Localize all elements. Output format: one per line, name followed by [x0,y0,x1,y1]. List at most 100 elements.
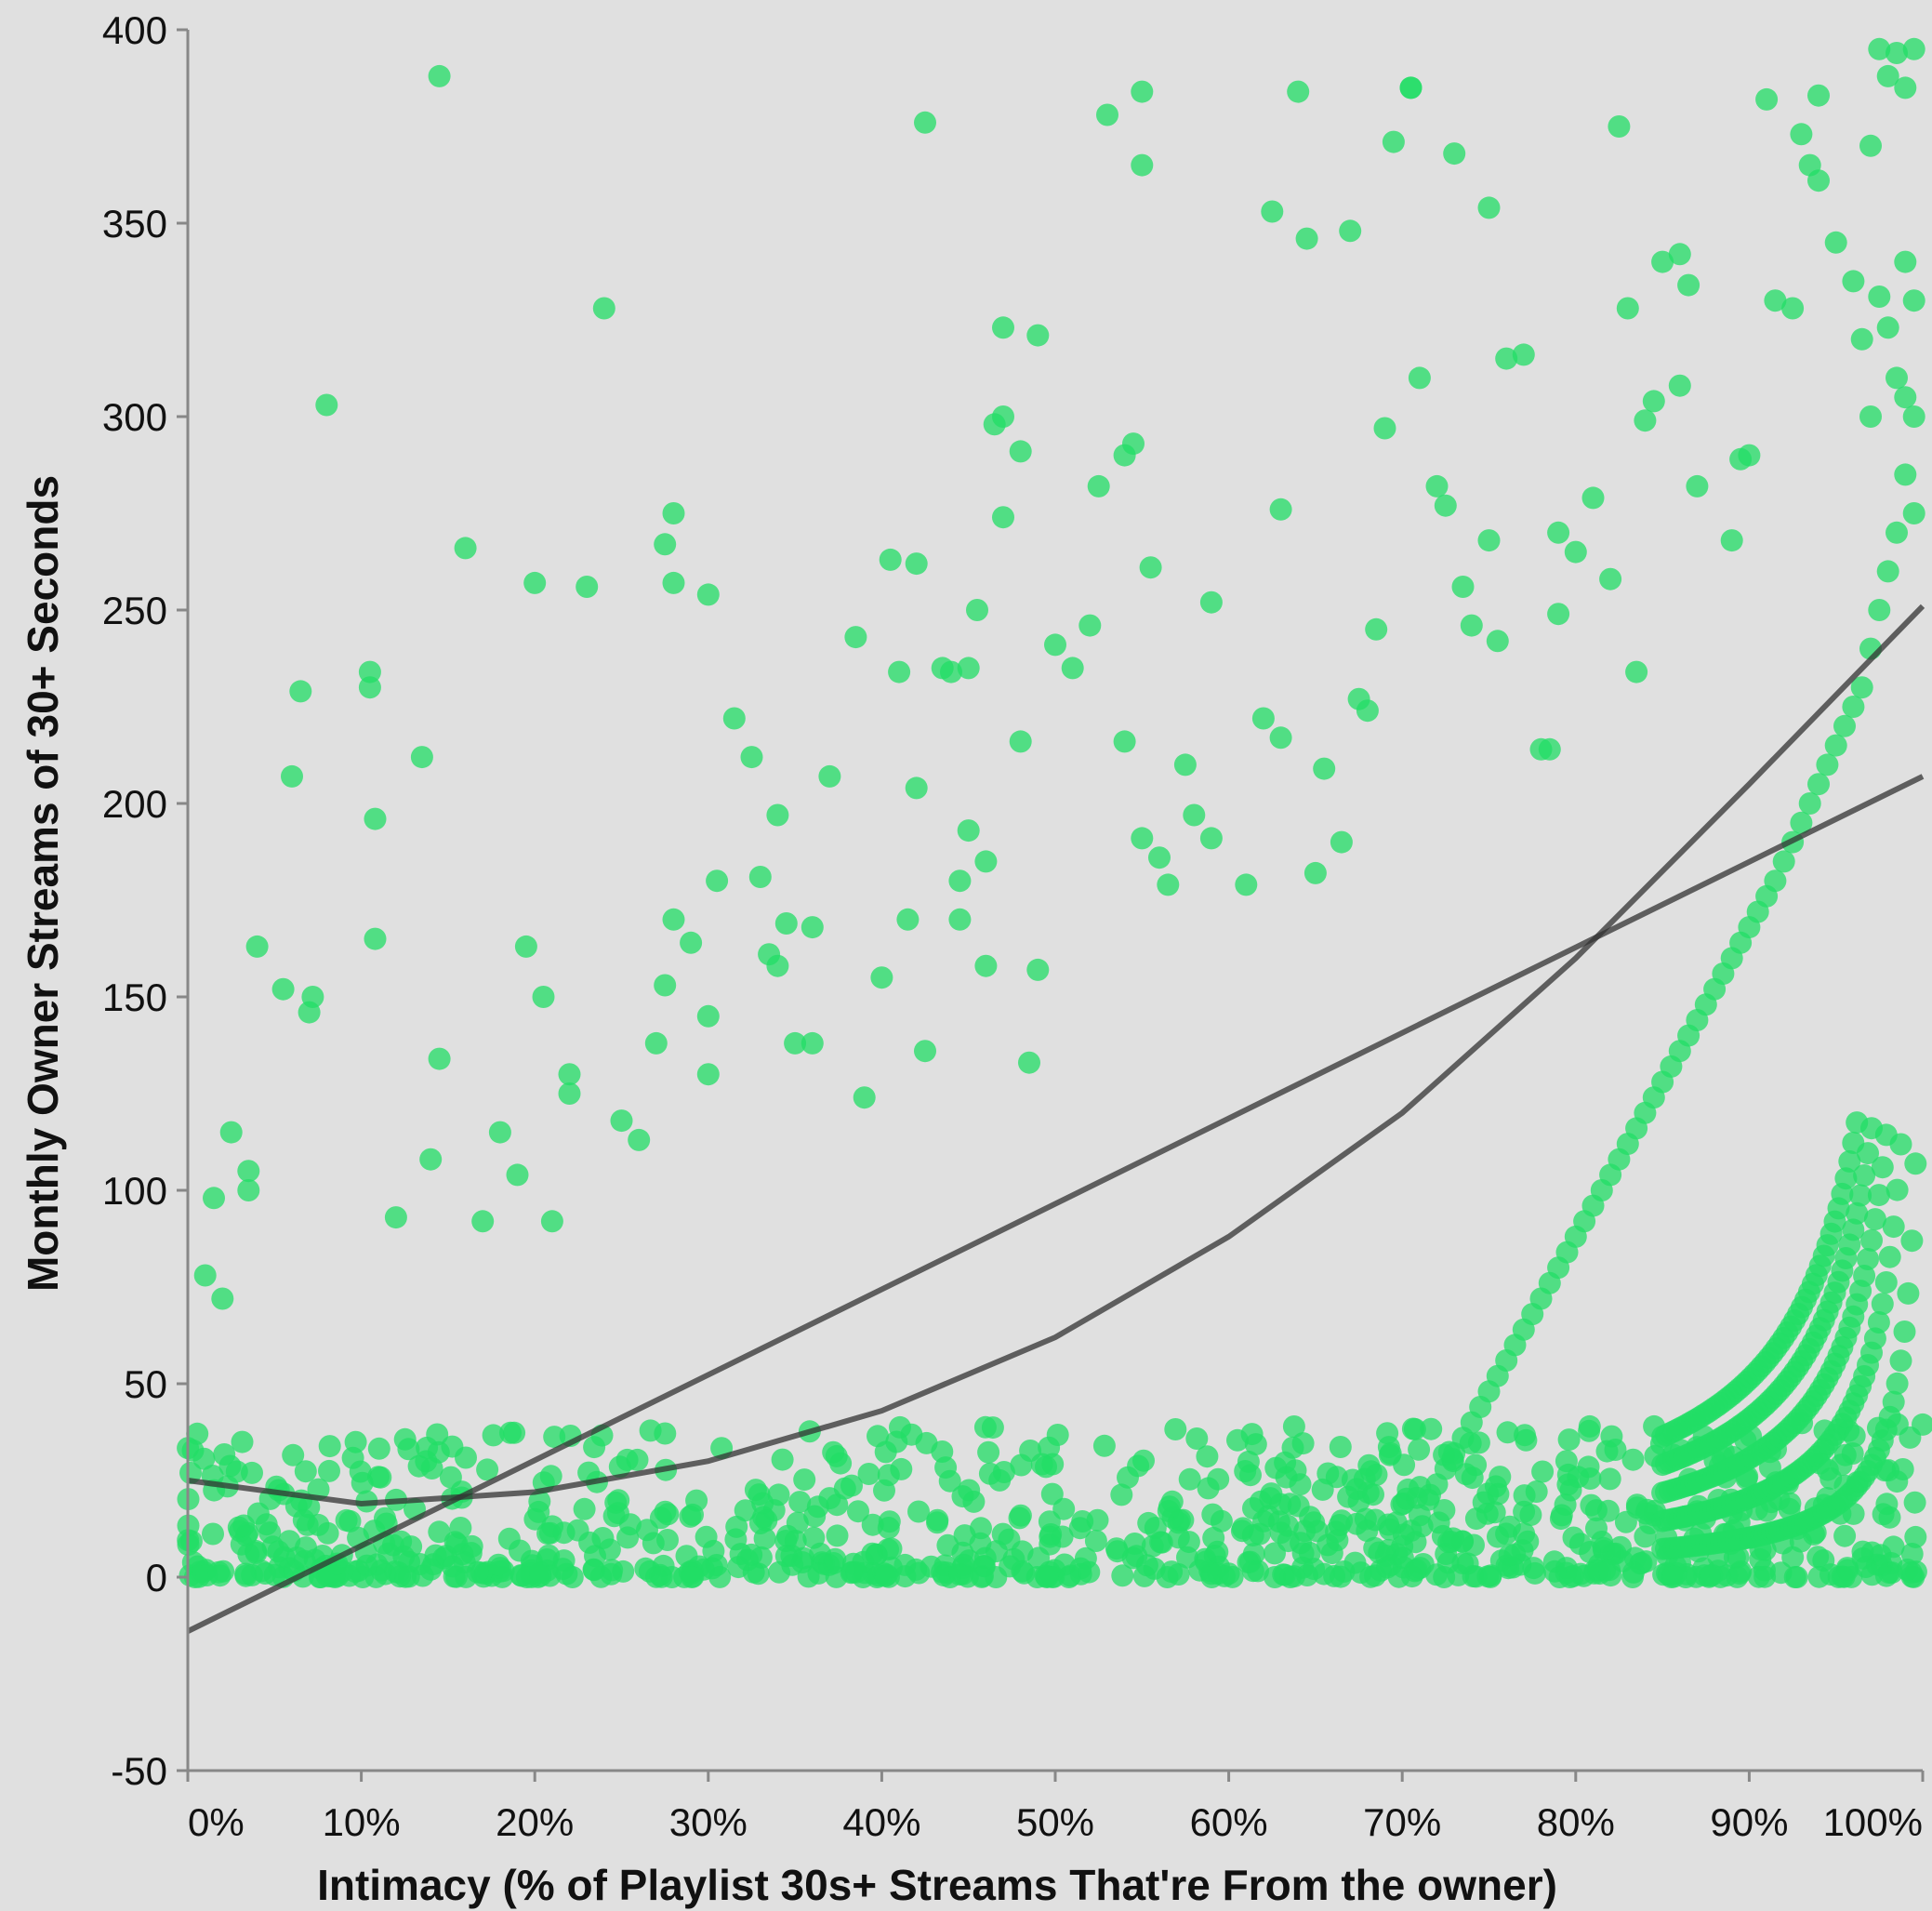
data-point [1207,1467,1230,1491]
data-point [628,1128,651,1151]
data-point [1564,540,1587,564]
data-point [1122,432,1145,456]
data-point [992,316,1014,339]
data-point [536,1522,560,1546]
data-point [1251,707,1275,730]
data-point [1237,1450,1260,1473]
data-point [1267,1510,1290,1533]
data-point [426,1423,449,1446]
data-point [482,1424,505,1447]
data-point [992,506,1014,529]
data-point [680,931,703,954]
data-point [1390,1493,1413,1516]
data-point [616,1526,640,1549]
data-point [840,1561,863,1585]
data-point [1183,803,1206,827]
data-point [1173,753,1197,776]
data-point [1849,1184,1872,1207]
data-point [974,954,998,977]
data-point [914,1040,936,1063]
data-point [744,1479,767,1502]
data-point [1812,1549,1835,1572]
data-point [307,1513,330,1536]
x-tick-label: 10% [323,1800,401,1844]
data-point [1291,1432,1315,1455]
data-point [1329,1436,1352,1458]
y-tick-label: 50 [124,1362,167,1406]
data-point [241,1461,263,1484]
data-point [833,1477,856,1500]
data-point [449,1517,472,1539]
data-point [1868,285,1891,308]
data-point [294,1460,317,1483]
data-point [870,966,893,989]
data-point [1668,374,1691,397]
data-point [1874,1271,1898,1294]
data-point [192,1447,216,1470]
y-tick-label: 400 [102,8,167,52]
data-point [1876,560,1899,583]
data-point [1341,1468,1364,1492]
data-point [1092,1434,1116,1457]
data-point [1311,1478,1334,1501]
x-tick-label: 70% [1363,1800,1441,1844]
data-point [358,660,381,683]
y-tick-label: 300 [102,395,167,439]
data-point [537,1544,561,1567]
data-point [1871,1293,1894,1316]
data-point [1842,1132,1865,1154]
data-point [1328,1514,1351,1536]
data-point [1842,696,1865,718]
data-point [410,746,433,769]
data-point [1824,734,1847,757]
data-point [1009,730,1032,753]
data-point [514,935,537,958]
data-point [1894,76,1917,100]
fit-lines-layer [186,604,1925,1634]
data-point [1686,474,1709,498]
data-point [186,1422,209,1445]
data-point [1354,1507,1377,1531]
data-point [1838,1149,1861,1173]
data-point [1543,1559,1567,1583]
data-point [857,1463,880,1485]
data-point [734,1499,757,1522]
data-point [1026,958,1050,981]
data-point [1290,1532,1313,1555]
data-point [318,1435,341,1458]
data-point [1616,297,1639,320]
data-point [318,1459,340,1482]
data-point [499,1421,522,1444]
data-point [1399,76,1423,100]
data-point [938,1469,961,1493]
data-point [364,807,387,830]
data-point [681,1566,703,1588]
data-point [1836,1559,1859,1582]
data-point [1113,730,1136,753]
data-point [1403,1417,1426,1440]
data-point [877,1464,900,1487]
data-point [218,1454,242,1478]
data-point [844,626,867,649]
data-point [1758,1456,1781,1480]
y-tick-label: 100 [102,1169,167,1213]
data-point [1131,80,1154,103]
data-point [1851,1546,1874,1570]
data-point [1897,1281,1920,1305]
data-point [1087,474,1110,498]
data-point [1882,1390,1905,1413]
data-point [232,1514,256,1537]
data-point [459,1542,483,1565]
x-tick-label: 80% [1537,1800,1615,1844]
data-point [1420,1417,1443,1440]
data-point [957,657,980,680]
data-point [523,571,547,594]
data-point [1531,1460,1555,1483]
points-layer [177,37,1932,1588]
data-point [1868,599,1891,621]
data-point [1261,200,1284,223]
x-tick-label: 30% [669,1800,748,1844]
data-point [1764,289,1787,312]
data-point [885,1430,908,1453]
data-point [1157,873,1180,896]
